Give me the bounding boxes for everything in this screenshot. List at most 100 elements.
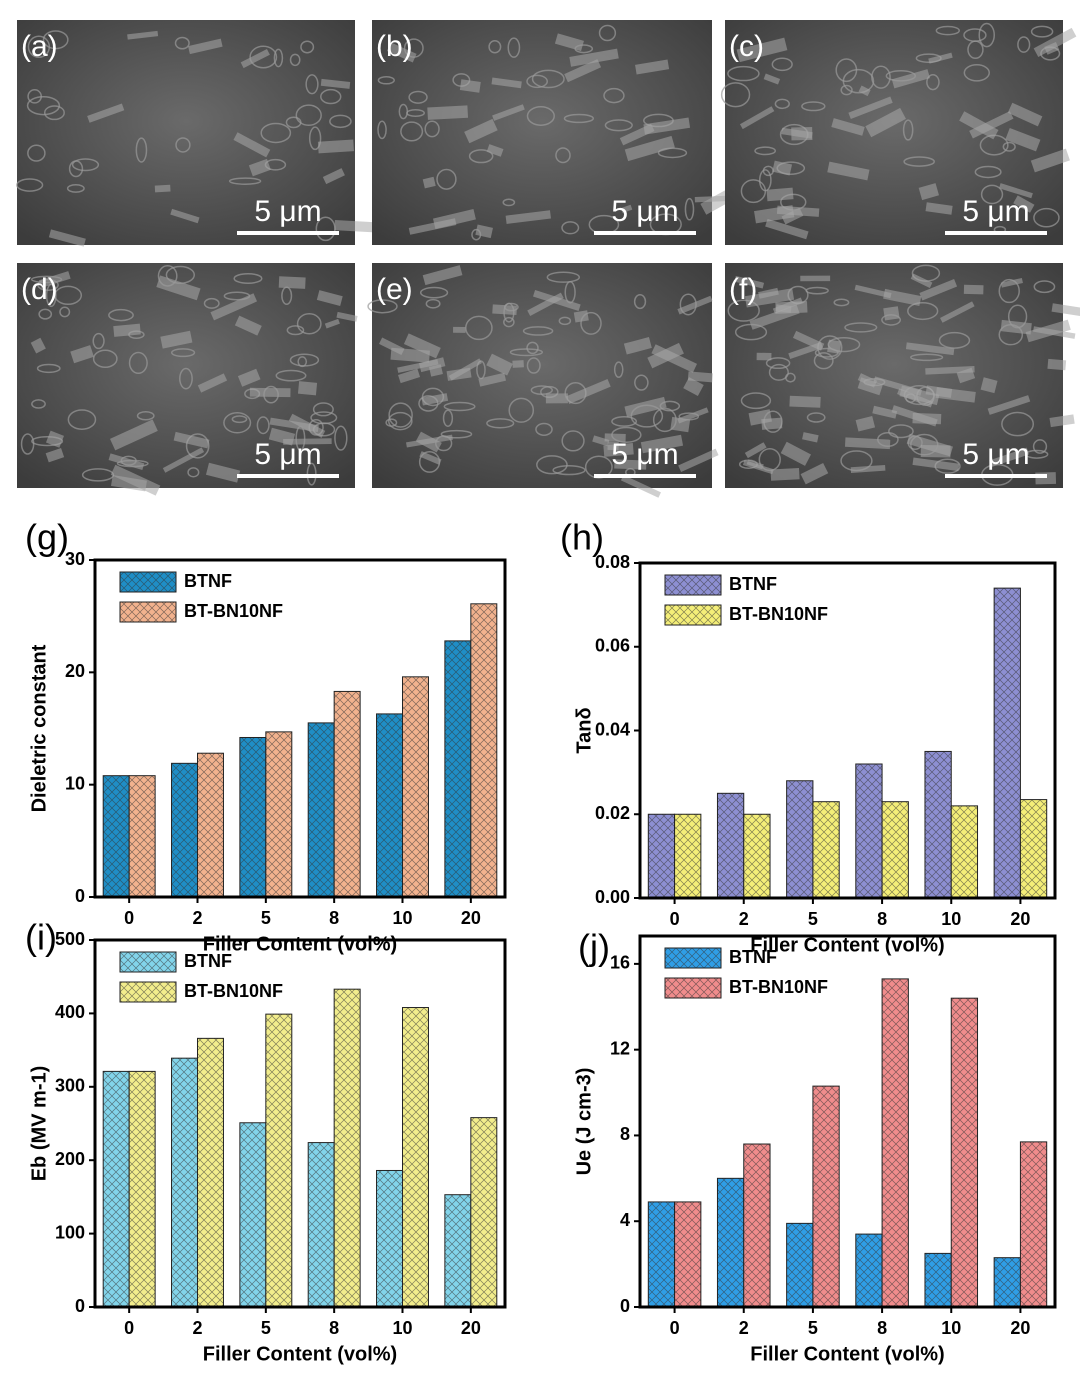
bar xyxy=(924,1252,952,1308)
bar xyxy=(265,731,293,898)
bar xyxy=(855,763,883,899)
bar xyxy=(307,1142,335,1308)
bar xyxy=(855,1233,883,1308)
x-tick-label: 5 xyxy=(808,909,818,929)
x-tick-label: 20 xyxy=(461,908,481,928)
y-tick-label: 8 xyxy=(620,1124,630,1144)
x-axis-label: Filler Content (vol%) xyxy=(203,1343,397,1365)
y-axis-label: Ue (J cm-3) xyxy=(573,1068,595,1176)
y-tick-label: 0.00 xyxy=(595,887,630,907)
sem-image: (e) 5 μm xyxy=(367,263,719,498)
bar xyxy=(1019,1141,1048,1308)
legend-swatch xyxy=(119,951,177,973)
image-label: (b) xyxy=(376,30,413,63)
bar xyxy=(128,1070,156,1308)
y-tick-label: 0 xyxy=(620,1296,630,1316)
y-tick-label: 200 xyxy=(55,1149,85,1169)
legend-label: BT-BN10NF xyxy=(184,981,283,1001)
sem-image: (d) 5 μm xyxy=(17,263,358,496)
bar xyxy=(444,1194,472,1308)
bar xyxy=(102,775,130,898)
x-tick-label: 5 xyxy=(261,1318,271,1338)
bar xyxy=(171,762,199,898)
bar xyxy=(1019,799,1048,899)
legend-label: BT-BN10NF xyxy=(184,601,283,621)
sem-image: (f) 5 μm xyxy=(725,263,1080,488)
bar xyxy=(950,997,979,1308)
legend-swatch xyxy=(664,947,722,969)
bar xyxy=(333,690,361,898)
bar xyxy=(470,1117,498,1308)
x-tick-label: 5 xyxy=(261,908,271,928)
bar xyxy=(743,1143,771,1308)
bar xyxy=(786,780,814,899)
legend-label: BTNF xyxy=(184,571,232,591)
bar xyxy=(993,1257,1021,1308)
x-tick-label: 2 xyxy=(192,1318,202,1338)
bar xyxy=(647,813,676,899)
bar xyxy=(239,1122,267,1308)
legend-label: BT-BN10NF xyxy=(729,604,828,624)
bar xyxy=(265,1013,293,1308)
x-tick-label: 5 xyxy=(808,1318,818,1338)
legend-label: BTNF xyxy=(184,951,232,971)
bar xyxy=(786,1222,814,1308)
legend-label: BTNF xyxy=(729,574,777,594)
x-axis-label: Filler Content (vol%) xyxy=(750,934,944,956)
bar xyxy=(102,1070,130,1308)
bar xyxy=(376,1169,403,1308)
y-axis-label: Eb (MV m-1) xyxy=(28,1066,50,1182)
y-tick-label: 30 xyxy=(65,549,85,569)
plot-frame xyxy=(638,934,1057,1309)
bar xyxy=(812,801,840,899)
bar xyxy=(924,750,952,899)
sem-image: (b) 5 μm xyxy=(372,20,736,245)
bar xyxy=(402,676,429,898)
sem-image: (a) 5 μm xyxy=(16,20,375,247)
bar xyxy=(197,752,224,898)
x-tick-label: 20 xyxy=(1010,1318,1030,1338)
x-tick-label: 2 xyxy=(739,1318,749,1338)
y-tick-label: 10 xyxy=(65,773,85,793)
legend-swatch xyxy=(119,601,177,623)
legend-label: BTNF xyxy=(729,947,777,967)
bar xyxy=(716,1177,745,1308)
y-tick-label: 0.06 xyxy=(595,636,630,656)
y-tick-label: 20 xyxy=(65,661,85,681)
bar xyxy=(307,722,335,898)
legend-label: BT-BN10NF xyxy=(729,977,828,997)
scale-bar-label: 5 μm xyxy=(962,438,1029,471)
y-tick-label: 0 xyxy=(75,886,85,906)
legend-swatch xyxy=(119,981,177,1003)
y-tick-label: 0.04 xyxy=(595,719,630,739)
scale-bar-label: 5 μm xyxy=(254,195,321,228)
x-tick-label: 10 xyxy=(392,1318,412,1338)
x-tick-label: 20 xyxy=(1010,909,1030,929)
plot-frame xyxy=(93,558,507,899)
image-label: (d) xyxy=(21,273,58,306)
scale-bar-label: 5 μm xyxy=(254,438,321,471)
scale-bar-label: 5 μm xyxy=(962,195,1029,228)
scale-bar-label: 5 μm xyxy=(611,438,678,471)
bar xyxy=(402,1007,429,1308)
y-axis-label: Dieletric constant xyxy=(28,644,50,812)
x-tick-label: 0 xyxy=(124,908,134,928)
bar xyxy=(881,978,909,1308)
x-tick-label: 0 xyxy=(670,1318,680,1338)
bar xyxy=(812,1085,840,1308)
x-tick-label: 0 xyxy=(124,1318,134,1338)
sem-image: (c) 5 μm xyxy=(720,20,1077,245)
plot-frame xyxy=(93,938,507,1309)
x-tick-label: 10 xyxy=(941,909,961,929)
bar xyxy=(674,1201,702,1308)
bar xyxy=(716,792,745,899)
image-label: (e) xyxy=(376,273,413,306)
legend-swatch xyxy=(664,977,722,999)
y-axis-label: Tanδ xyxy=(573,707,595,753)
panel-label: (j) xyxy=(578,927,610,968)
y-tick-label: 0 xyxy=(75,1296,85,1316)
bar xyxy=(743,813,771,899)
y-tick-label: 300 xyxy=(55,1076,85,1096)
panel-label: (g) xyxy=(25,517,69,558)
